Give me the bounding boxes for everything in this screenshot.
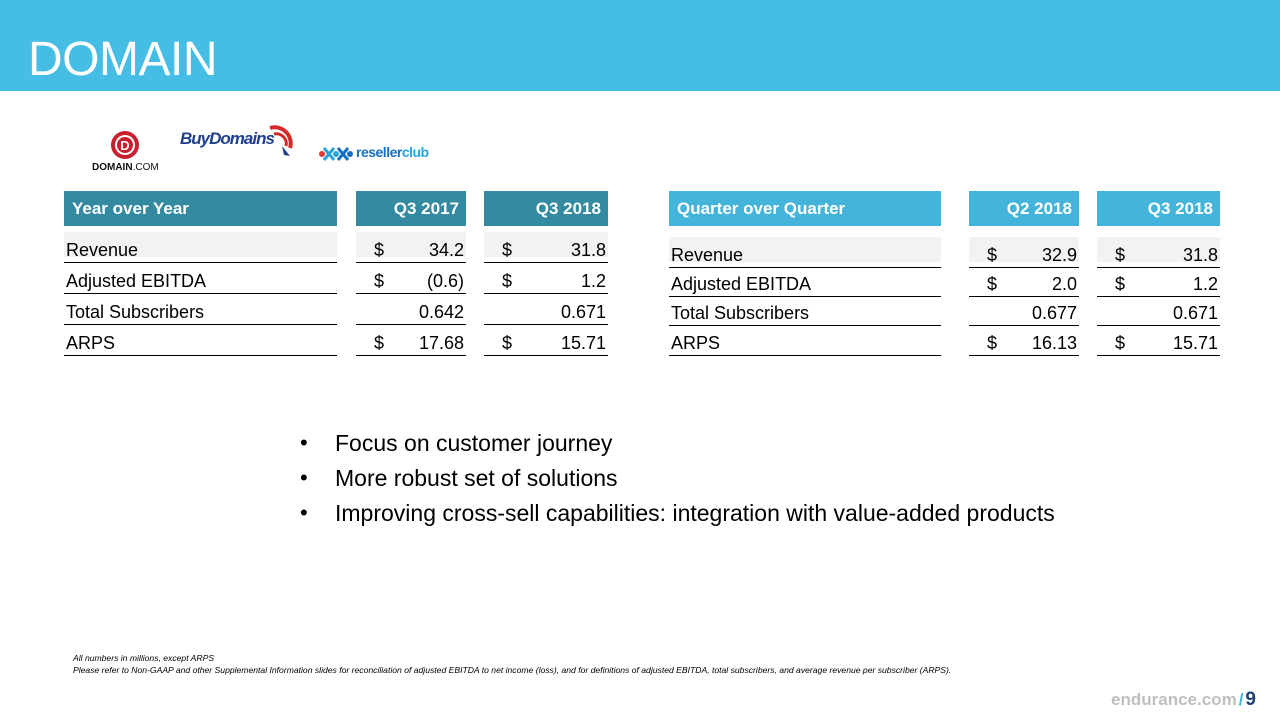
bullet-text: Improving cross-sell capabilities: integ…	[335, 500, 1055, 526]
qoq-row-label-adjusted-ebitda: Adjusted EBITDA	[669, 271, 941, 297]
yoy-row-label-revenue: Revenue	[64, 237, 337, 263]
domaincom-wordmark: DOMAIN.COM	[92, 162, 159, 173]
yoy-row-label-adjusted-ebitda: Adjusted EBITDA	[64, 268, 337, 294]
yoy-title-header: Year over Year	[64, 191, 337, 226]
page-number: 9	[1245, 689, 1256, 710]
qoq-row-label-revenue: Revenue	[669, 242, 941, 268]
qoq-row-arps-q3-2018: $15.71	[1097, 330, 1220, 356]
footer-site: endurance.com	[1111, 690, 1237, 709]
qoq-row-subscribers-q3-2018: 0.671	[1097, 300, 1220, 326]
qoq-col1-header: Q2 2018	[969, 191, 1079, 226]
qoq-label-shade	[669, 237, 941, 262]
qoq-row-revenue-q2-2018: $32.9	[969, 242, 1079, 268]
yoy-row-label-total-subscribers: Total Subscribers	[64, 299, 337, 325]
footnote-line-1: All numbers in millions, except ARPS	[73, 653, 215, 663]
bullet-list: • Focus on customer journey • More robust …	[300, 428, 1200, 533]
yoy-row-revenue-q3-2018: $31.8	[484, 237, 608, 263]
yoy-col2-header: Q3 2018	[484, 191, 608, 226]
yoy-row-ebitda-q3-2017: $ (0.6)	[356, 268, 466, 294]
yoy-row-arps-q3-2017: $17.68	[356, 330, 466, 356]
domaincom-suffix: .COM	[132, 162, 159, 173]
domaincom-brand: DOMAIN	[92, 162, 133, 173]
domaincom-logo: D DOMAIN.COM	[92, 128, 172, 176]
qoq-row-label-total-subscribers: Total Subscribers	[669, 300, 941, 326]
buydomains-wordmark: BuyDomains	[180, 129, 275, 148]
yoy-row-subscribers-q3-2017: 0.642	[356, 299, 466, 325]
bullet-item: • More robust set of solutions	[300, 463, 1200, 498]
qoq-col2-header: Q3 2018	[1097, 191, 1220, 226]
qoq-col1-shade	[969, 237, 1079, 262]
resellerclub-wordmark: resellerclub	[356, 144, 429, 160]
domaincom-mark-icon: D	[111, 131, 139, 159]
buydomains-swoosh-icon	[269, 125, 293, 156]
yoy-row-subscribers-q3-2018: 0.671	[484, 299, 608, 325]
footnotes: All numbers in millions, except ARPS Ple…	[73, 652, 951, 676]
bullet-dot-icon: •	[300, 465, 308, 490]
qoq-row-ebitda-q3-2018: $1.2	[1097, 271, 1220, 297]
resellerclub-reseller: reseller	[356, 144, 402, 160]
footer-separator: /	[1238, 690, 1244, 709]
yoy-row-label-arps: ARPS	[64, 330, 337, 356]
bullet-dot-icon: •	[300, 430, 308, 455]
qoq-row-label-arps: ARPS	[669, 330, 941, 356]
yoy-col1-header: Q3 2017	[356, 191, 466, 226]
yoy-row-arps-q3-2018: $15.71	[484, 330, 608, 356]
title-banner: DOMAIN	[0, 0, 1280, 91]
buydomains-logo: BuyDomains	[178, 122, 302, 158]
page-title: DOMAIN	[28, 33, 218, 86]
yoy-col1-shade	[356, 232, 466, 257]
yoy-row-ebitda-q3-2018: $1.2	[484, 268, 608, 294]
yoy-col2-shade	[484, 232, 608, 257]
bullet-item: • Focus on customer journey	[300, 428, 1200, 463]
resellerclub-club: club	[401, 144, 429, 160]
qoq-title-header: Quarter over Quarter	[669, 191, 941, 226]
footer: endurance.com/9	[1111, 689, 1256, 711]
resellerclub-mark-icon	[319, 147, 353, 161]
qoq-row-subscribers-q2-2018: 0.677	[969, 300, 1079, 326]
qoq-row-revenue-q3-2018: $31.8	[1097, 242, 1220, 268]
resellerclub-logo: resellerclub	[318, 142, 429, 166]
qoq-row-arps-q2-2018: $16.13	[969, 330, 1079, 356]
bullet-text: More robust set of solutions	[335, 465, 618, 491]
domaincom-mark-letter: D	[120, 138, 129, 153]
bullet-item: • Improving cross-sell capabilities: inte…	[300, 498, 1200, 533]
bullet-text: Focus on customer journey	[335, 430, 613, 456]
bullet-dot-icon: •	[300, 500, 308, 525]
yoy-label-shade	[64, 232, 337, 257]
yoy-row-revenue-q3-2017: $34.2	[356, 237, 466, 263]
footnote-line-2: Please refer to Non-GAAP and other Suppl…	[73, 665, 952, 675]
qoq-row-ebitda-q2-2018: $2.0	[969, 271, 1079, 297]
qoq-col2-shade	[1097, 237, 1220, 262]
